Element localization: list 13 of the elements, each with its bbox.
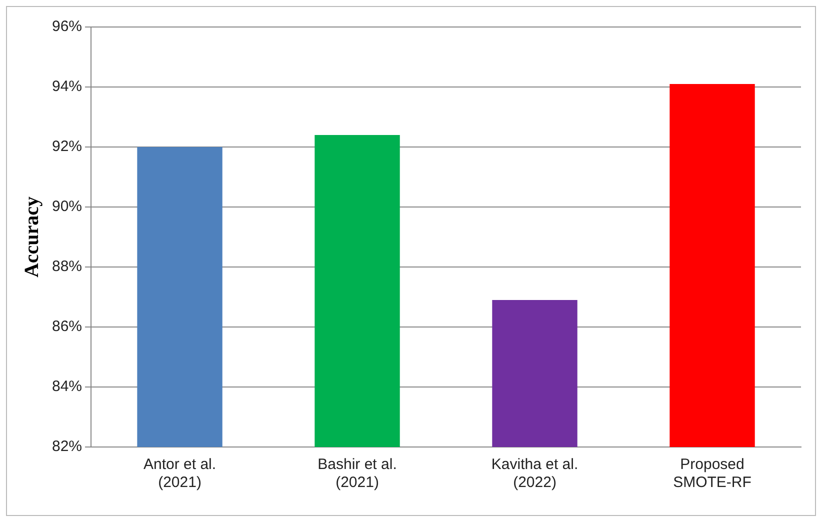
y-tick-label: 86% <box>52 318 82 336</box>
y-tick-label: 96% <box>52 18 82 36</box>
x-tick-label: Antor et al. (2021) <box>143 456 216 492</box>
y-tick-label: 90% <box>52 198 82 216</box>
x-tick-label: Proposed SMOTE-RF <box>673 456 752 492</box>
y-axis-title: Accuracy <box>21 196 44 278</box>
y-tick-label: 84% <box>52 378 82 396</box>
y-tick-label: 94% <box>52 78 82 96</box>
y-tick-label: 88% <box>52 258 82 276</box>
x-tick-label: Bashir et al. (2021) <box>318 456 397 492</box>
y-tick-label: 92% <box>52 138 82 156</box>
y-tick-label: 82% <box>52 438 82 456</box>
x-tick-label: Kavitha et al. (2022) <box>491 456 578 492</box>
